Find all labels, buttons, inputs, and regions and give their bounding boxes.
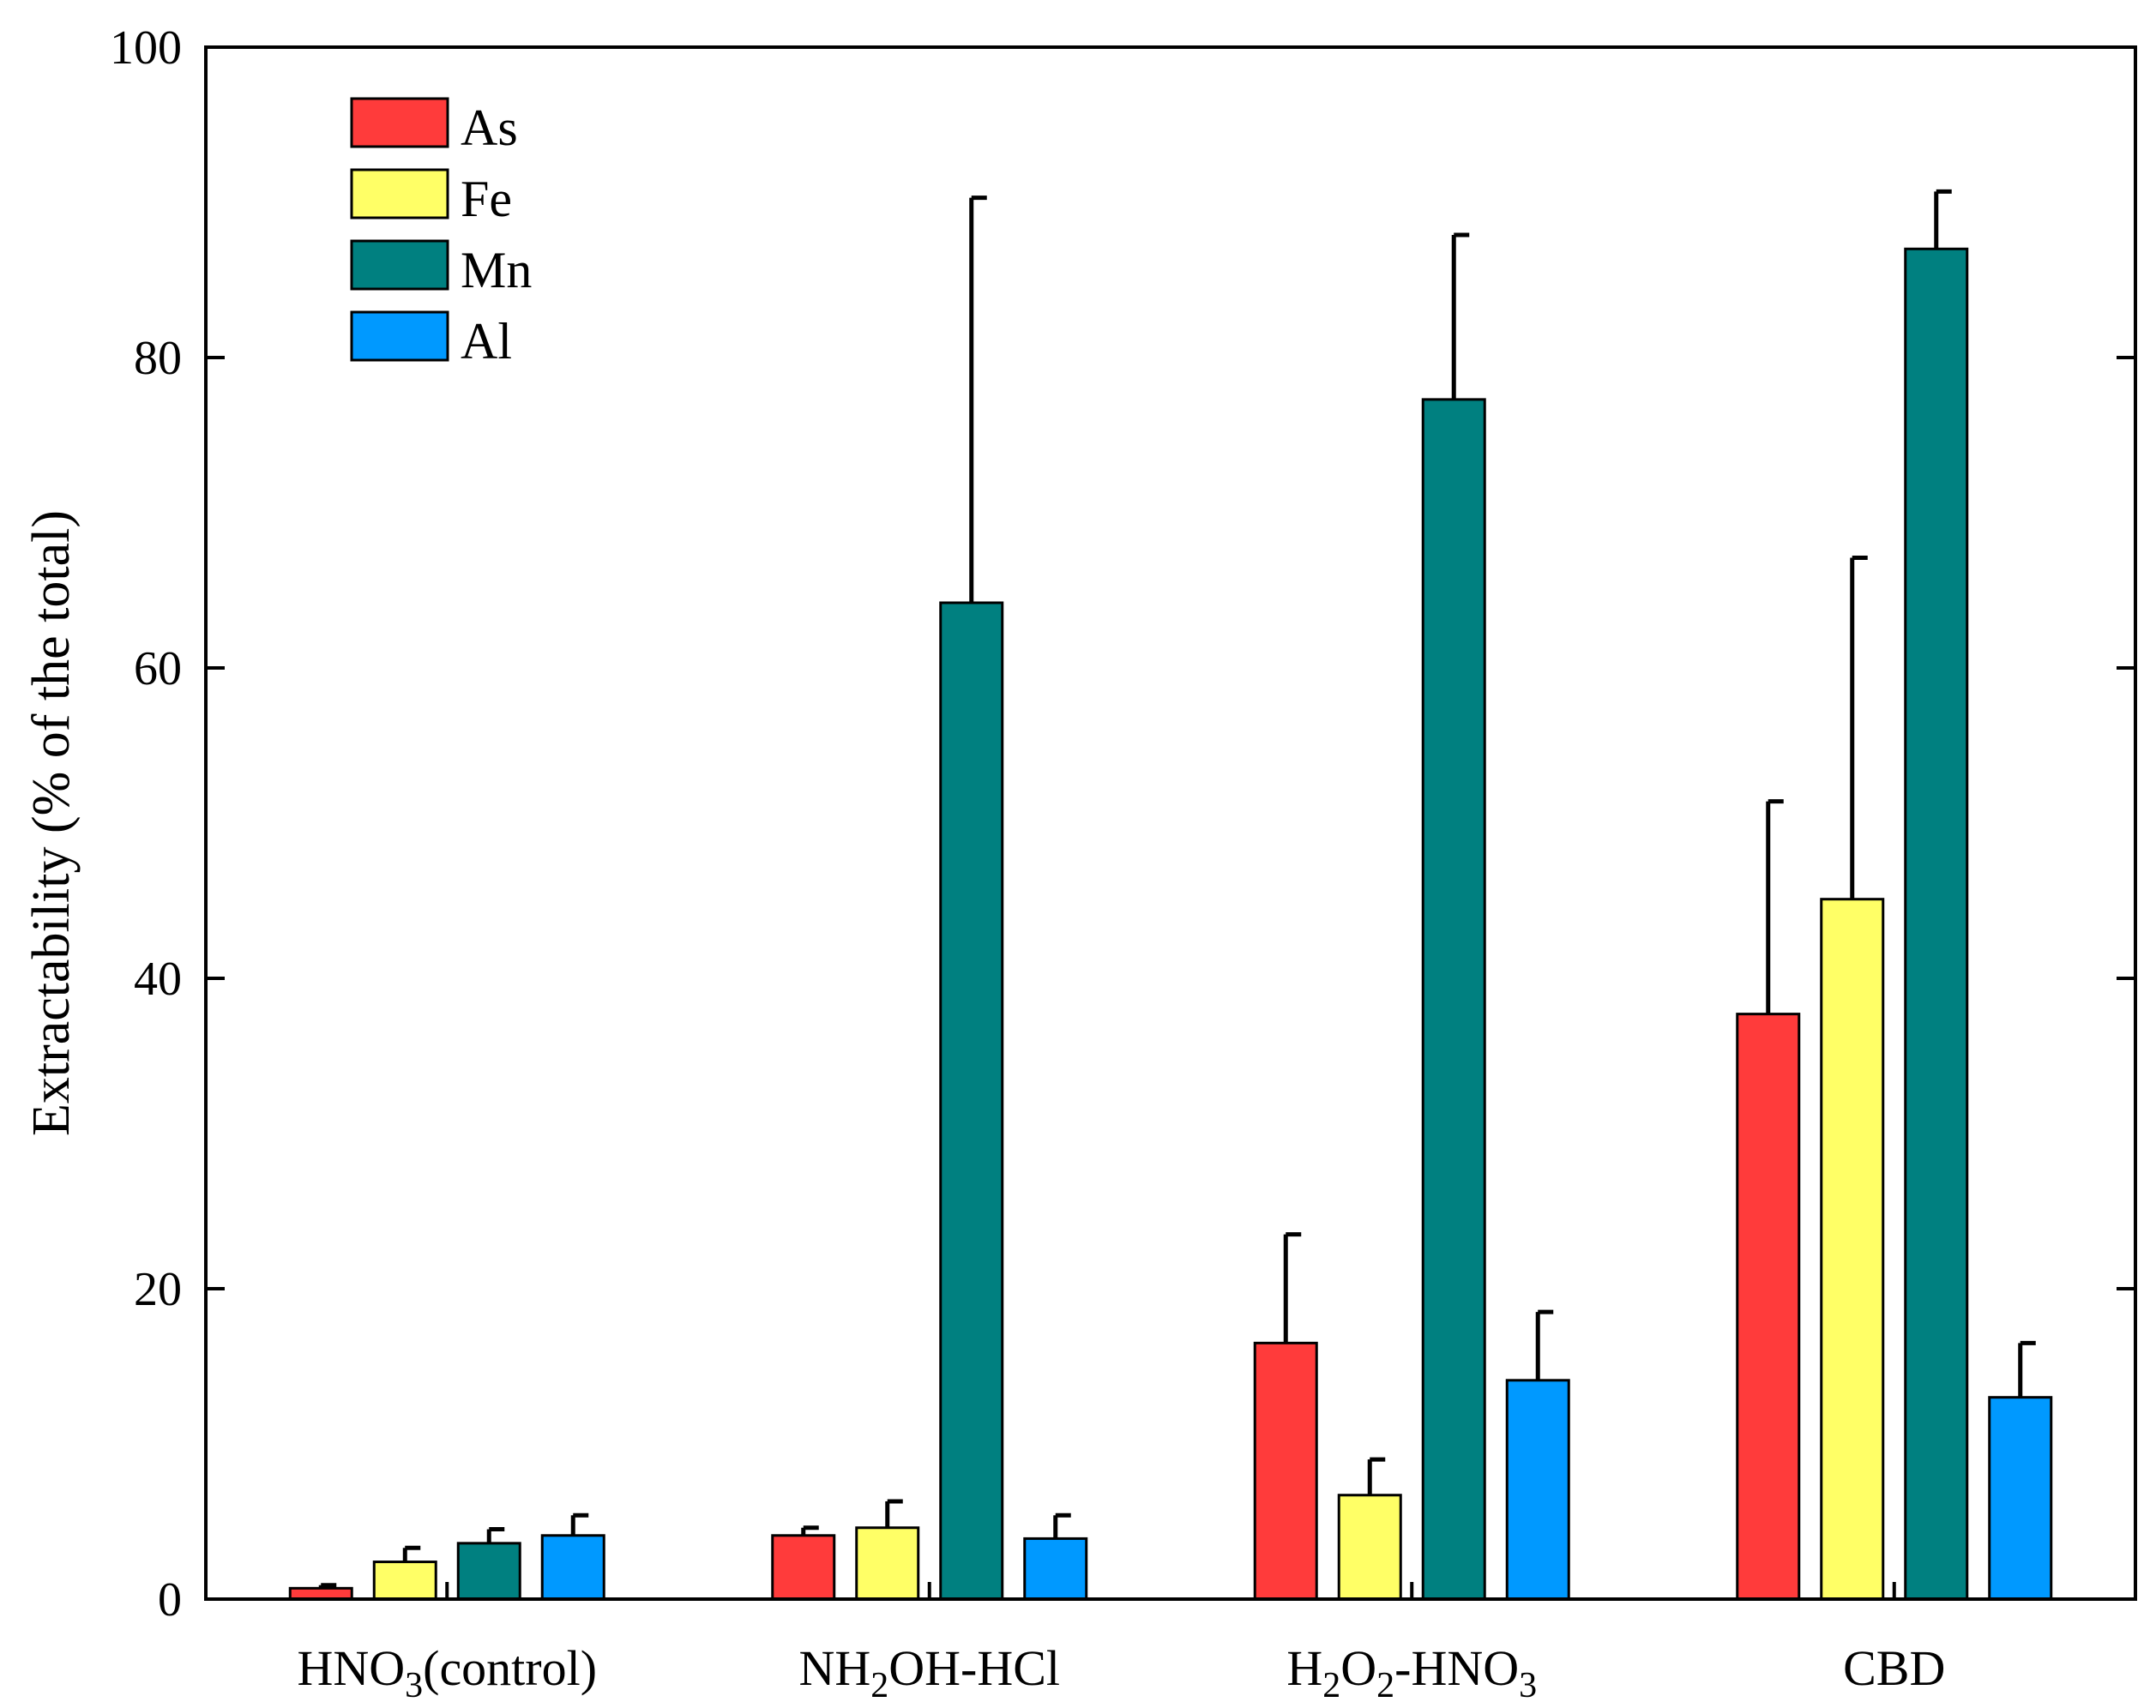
- bar-fe: [855, 1526, 920, 1601]
- legend-label-as: As: [461, 99, 518, 156]
- bar-as: [771, 1534, 836, 1601]
- plot-frame: [204, 45, 2137, 1601]
- bar-as: [1253, 1341, 1318, 1601]
- x-tick-label: HNO3(control): [297, 1640, 597, 1705]
- legend: As Fe Mn Al: [350, 97, 532, 370]
- y-tick-label: 60: [134, 642, 182, 695]
- bar-al: [1988, 1396, 2053, 1601]
- y-tick-label: 20: [134, 1263, 182, 1316]
- y-axis: 0 20 40 60 80 100: [110, 21, 2135, 1627]
- legend-label-al: Al: [461, 313, 512, 370]
- x-tick-label: NH2OH-HCl: [798, 1640, 1060, 1705]
- legend-swatch-mn: [350, 239, 449, 291]
- x-axis: HNO3(control) NH2OH-HCl H2O2-HNO3 CBD: [297, 1582, 1945, 1705]
- y-tick-label: 100: [110, 21, 182, 75]
- y-tick-label: 80: [134, 332, 182, 385]
- bar-al: [1023, 1537, 1088, 1601]
- bar-fe: [1820, 898, 1885, 1601]
- legend-swatch-fe: [350, 168, 449, 220]
- bar-fe: [372, 1561, 437, 1601]
- legend-label-mn: Mn: [461, 242, 532, 298]
- x-tick-label: CBD: [1843, 1640, 1945, 1696]
- y-tick-label: 0: [158, 1573, 182, 1627]
- legend-label-fe: Fe: [461, 171, 512, 227]
- bar-fe: [1337, 1494, 1402, 1601]
- bar-as: [1736, 1013, 1801, 1601]
- bar-mn: [1421, 398, 1486, 1601]
- y-axis-title: Extractability (% of the total): [22, 510, 81, 1136]
- legend-swatch-al: [350, 310, 449, 362]
- bars-layer: [288, 247, 2053, 1601]
- error-bars-layer: [318, 189, 2036, 1589]
- y-tick-label: 40: [134, 953, 182, 1006]
- bar-mn: [456, 1542, 521, 1601]
- legend-swatch-as: [350, 97, 449, 148]
- bar-mn: [1904, 247, 1969, 1601]
- x-tick-label: H2O2-HNO3: [1286, 1640, 1537, 1705]
- bar-al: [1505, 1379, 1570, 1601]
- bar-al: [540, 1534, 605, 1601]
- bar-mn: [939, 601, 1004, 1601]
